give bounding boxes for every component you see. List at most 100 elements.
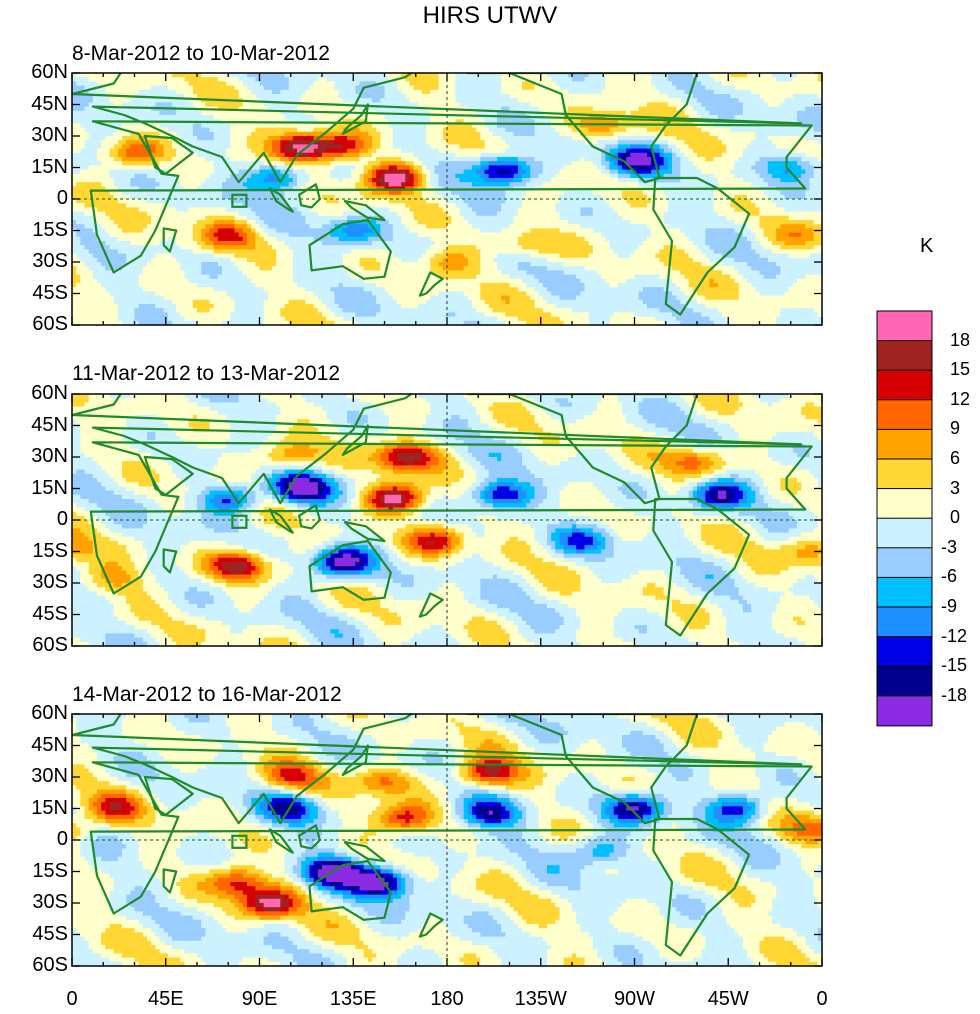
coastline: [162, 227, 178, 253]
lat-tick-label: 30N: [10, 445, 68, 468]
lat-tick-label: 30S: [10, 250, 68, 273]
colorbar-swatch: [876, 310, 933, 342]
lon-tick-label: 45W: [698, 988, 758, 1011]
coastline: [72, 714, 803, 825]
colorbar-label: -9: [941, 596, 957, 617]
region-box: [231, 193, 248, 208]
coastline: [308, 859, 392, 921]
lon-tick-label: 0: [792, 988, 852, 1011]
lat-tick-label: 60N: [10, 382, 68, 405]
colorbar-label: -18: [941, 685, 967, 706]
colorbar-swatch: [876, 547, 933, 579]
colorbar-label: 15: [950, 359, 970, 380]
lat-tick-label: 45S: [10, 282, 68, 305]
colorbar-swatch: [876, 399, 933, 431]
lat-tick-label: 0: [10, 187, 68, 210]
lat-tick-label: 60S: [10, 313, 68, 336]
colorbar-swatch: [876, 665, 933, 697]
lat-tick-label: 15S: [10, 219, 68, 242]
lat-tick-label: 45N: [10, 414, 68, 437]
colorbar-swatch: [876, 606, 933, 638]
lat-tick-label: 30S: [10, 891, 68, 914]
coastline: [418, 592, 444, 618]
colorbar-label: -3: [941, 537, 957, 558]
panel-3-title: 14-Mar-2012 to 16-Mar-2012: [72, 683, 342, 707]
coastline: [143, 134, 194, 175]
lat-tick-label: 45S: [10, 923, 68, 946]
lon-tick-label: 135E: [323, 988, 383, 1011]
coastline: [89, 761, 813, 915]
lat-tick-label: 30S: [10, 571, 68, 594]
coastline: [268, 187, 294, 213]
lat-tick-label: 30N: [10, 765, 68, 788]
coastline: [341, 103, 369, 135]
lat-tick-label: 15N: [10, 477, 68, 500]
coastline: [652, 176, 751, 316]
coastline: [298, 504, 321, 530]
lat-tick-label: 60N: [10, 61, 68, 84]
coastline: [143, 775, 194, 816]
coastline: [298, 824, 321, 850]
colorbar-swatch: [876, 458, 933, 490]
coastline: [89, 441, 813, 595]
colorbar-swatch: [876, 369, 933, 401]
panel-1-title: 8-Mar-2012 to 10-Mar-2012: [72, 42, 330, 66]
lon-tick-label: 45E: [136, 988, 196, 1011]
panel-3-field: [72, 714, 822, 966]
colorbar-label: -15: [941, 655, 967, 676]
colorbar-swatch: [876, 428, 933, 460]
coastline: [341, 424, 369, 456]
coastline: [298, 183, 321, 209]
colorbar-swatch: [876, 517, 933, 549]
coastline: [143, 455, 194, 496]
lon-tick-label: 180: [417, 988, 477, 1011]
lat-tick-label: 15S: [10, 540, 68, 563]
coastline: [89, 120, 813, 274]
colorbar-swatch: [876, 636, 933, 668]
coastline: [268, 508, 294, 534]
colorbar: [876, 310, 933, 727]
lat-tick-label: 15N: [10, 156, 68, 179]
coastline: [72, 394, 803, 505]
colorbar-label: 0: [950, 507, 960, 528]
lat-tick-label: 60S: [10, 954, 68, 977]
lon-tick-label: 135W: [511, 988, 571, 1011]
lon-tick-label: 0: [42, 988, 102, 1011]
coastline: [343, 200, 386, 222]
region-box: [231, 834, 248, 849]
colorbar-label: -6: [941, 566, 957, 587]
lat-tick-label: 30N: [10, 124, 68, 147]
lat-tick-label: 15S: [10, 860, 68, 883]
coastline: [343, 521, 386, 543]
colorbar-label: 18: [950, 330, 970, 351]
lat-tick-label: 60S: [10, 634, 68, 657]
lat-tick-label: 60N: [10, 702, 68, 725]
lat-tick-label: 15N: [10, 797, 68, 820]
panel-2-field: [72, 394, 822, 646]
colorbar-swatch: [876, 695, 933, 727]
coastline: [652, 817, 751, 957]
coastline: [418, 271, 444, 297]
coastline: [652, 497, 751, 637]
lat-tick-label: 0: [10, 828, 68, 851]
lon-tick-label: 90W: [605, 988, 665, 1011]
colorbar-label: -12: [941, 626, 967, 647]
coastline: [308, 218, 392, 280]
figure-title: HIRS UTWV: [0, 2, 980, 30]
coastline: [268, 828, 294, 854]
unit-label: K: [920, 235, 933, 258]
panel-2-title: 11-Mar-2012 to 13-Mar-2012: [72, 362, 340, 386]
coastline: [341, 744, 369, 776]
colorbar-label: 3: [950, 478, 960, 499]
coastline: [308, 539, 392, 601]
colorbar-label: 6: [950, 448, 960, 469]
colorbar-swatch: [876, 488, 933, 520]
panel-1-field: [72, 73, 822, 325]
colorbar-swatch: [876, 576, 933, 609]
colorbar-swatch: [876, 340, 933, 372]
colorbar-label: 9: [950, 418, 960, 439]
coastline: [343, 841, 386, 863]
lat-tick-label: 45S: [10, 603, 68, 626]
colorbar-label: 12: [950, 389, 970, 410]
